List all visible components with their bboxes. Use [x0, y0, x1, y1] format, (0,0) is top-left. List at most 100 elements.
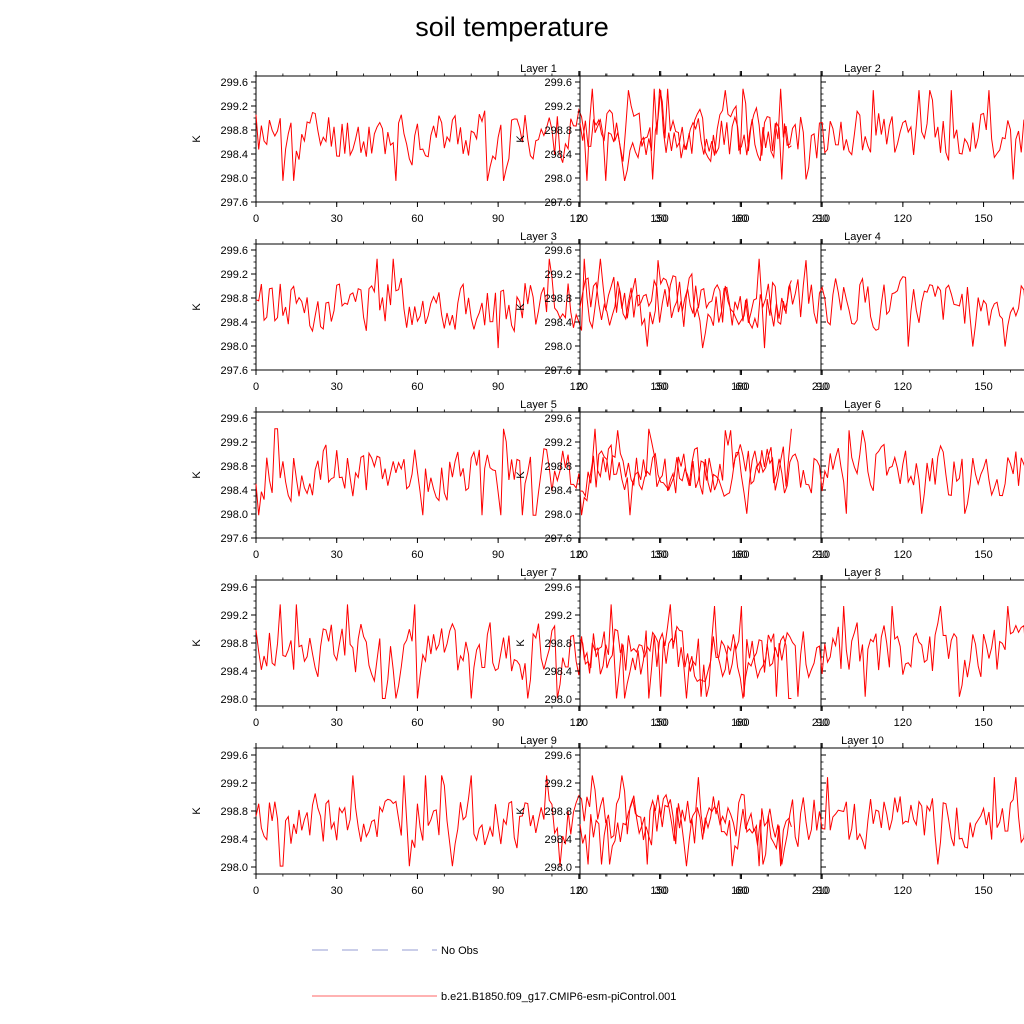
- panel-title: Layer 1: [520, 63, 557, 75]
- x-tick-label: 0: [253, 717, 259, 729]
- x-tick-label: 90: [816, 885, 828, 897]
- y-tick-label: 298.0: [544, 862, 572, 874]
- legend-label-model: b.e21.B1850.f09_g17.CMIP6-esm-piControl.…: [441, 991, 676, 1003]
- series-line: [579, 777, 1024, 865]
- x-tick-label: 30: [655, 717, 667, 729]
- x-tick-label: 90: [492, 549, 504, 561]
- x-tick-label: 60: [411, 885, 423, 897]
- y-tick-label: 299.6: [220, 245, 248, 257]
- panel-layer-9: Layer 9 K 298.0 298.4 298.8 299.2 299.6 0 30 60 90…: [191, 735, 830, 897]
- y-tick-label: 298.0: [544, 341, 572, 353]
- y-tick-label: 297.6: [544, 365, 572, 377]
- y-tick-label: 298.8: [220, 293, 248, 305]
- panel-title: Layer 4: [844, 231, 881, 243]
- x-tick-label: 60: [411, 381, 423, 393]
- x-tick-label: 30: [331, 549, 343, 561]
- x-tick-label: 90: [816, 717, 828, 729]
- y-tick-label: 299.6: [220, 77, 248, 89]
- y-axis-label: K: [515, 303, 527, 311]
- x-tick-label: 120: [894, 213, 912, 225]
- panel-layer-6: Layer 6 K 297.6 298.0 298.4 298.8 299.2 299.6 0 3…: [515, 399, 1024, 561]
- y-tick-label: 297.6: [544, 197, 572, 209]
- y-tick-label: 298.8: [220, 638, 248, 650]
- x-tick-label: 0: [577, 549, 583, 561]
- panel-layer-8: Layer 8 K 298.0 298.4 298.8 299.2 299.6 0 30 60 90…: [515, 567, 1024, 729]
- y-tick-label: 297.6: [544, 533, 572, 545]
- panel-title: Layer 6: [844, 399, 881, 411]
- panel-layer-5: Layer 5 K 297.6 298.0 298.4 298.8 299.2 299.6 0 3…: [191, 399, 830, 561]
- y-tick-label: 299.6: [544, 582, 572, 594]
- x-tick-label: 60: [735, 717, 747, 729]
- x-tick-label: 120: [894, 381, 912, 393]
- y-tick-label: 298.4: [220, 666, 248, 678]
- y-tick-label: 298.8: [220, 461, 248, 473]
- panel-title: Layer 2: [844, 63, 881, 75]
- x-tick-label: 210: [812, 213, 830, 225]
- x-tick-label: 150: [650, 885, 668, 897]
- legend-item-model: b.e21.B1850.f09_g17.CMIP6-esm-piControl.…: [312, 991, 676, 1003]
- x-tick-label: 210: [812, 885, 830, 897]
- x-tick-label: 180: [731, 381, 749, 393]
- x-tick-label: 90: [816, 549, 828, 561]
- plot-frame: [579, 75, 1024, 203]
- y-tick-label: 299.6: [220, 750, 248, 762]
- y-tick-label: 298.8: [544, 293, 572, 305]
- x-tick-label: 120: [570, 213, 588, 225]
- y-tick-label: 299.2: [220, 610, 248, 622]
- y-axis-label: K: [515, 135, 527, 143]
- x-tick-label: 210: [812, 381, 830, 393]
- plot-frame: [579, 411, 1024, 539]
- x-tick-label: 180: [731, 717, 749, 729]
- series-line: [255, 428, 792, 516]
- x-tick-label: 210: [812, 717, 830, 729]
- x-tick-label: 150: [650, 717, 668, 729]
- x-tick-label: 90: [816, 213, 828, 225]
- y-tick-label: 298.0: [220, 862, 248, 874]
- y-tick-label: 298.8: [544, 125, 572, 137]
- x-tick-label: 0: [253, 885, 259, 897]
- panel-layer-3: Layer 3 K 297.6 298.0 298.4 298.8 299.2 299.6 0 3…: [191, 231, 830, 393]
- y-tick-label: 298.4: [544, 317, 572, 329]
- x-tick-label: 90: [492, 885, 504, 897]
- x-tick-label: 90: [492, 381, 504, 393]
- y-axis-label: K: [191, 471, 203, 479]
- y-tick-label: 299.2: [544, 437, 572, 449]
- panel-layer-2: Layer 2 K 297.6 298.0 298.4 298.8 299.2 299.6 0 3…: [515, 63, 1024, 225]
- legend-item-no-obs: No Obs: [312, 945, 479, 957]
- x-tick-label: 0: [577, 885, 583, 897]
- panel-title: Layer 7: [520, 567, 557, 579]
- y-tick-label: 298.4: [544, 666, 572, 678]
- x-tick-label: 30: [655, 381, 667, 393]
- y-tick-label: 299.2: [220, 101, 248, 113]
- x-tick-label: 30: [331, 213, 343, 225]
- y-tick-label: 299.6: [220, 582, 248, 594]
- x-tick-label: 180: [731, 213, 749, 225]
- y-tick-label: 298.4: [544, 485, 572, 497]
- y-tick-label: 298.8: [220, 806, 248, 818]
- y-tick-label: 298.4: [220, 149, 248, 161]
- x-tick-label: 60: [735, 549, 747, 561]
- y-axis-label: K: [191, 135, 203, 143]
- y-tick-label: 298.4: [220, 485, 248, 497]
- x-tick-label: 150: [650, 381, 668, 393]
- y-tick-label: 298.4: [544, 149, 572, 161]
- y-tick-label: 299.2: [544, 778, 572, 790]
- x-tick-label: 120: [894, 549, 912, 561]
- y-tick-label: 298.0: [220, 341, 248, 353]
- x-tick-label: 150: [974, 549, 992, 561]
- y-axis-label: K: [515, 639, 527, 647]
- x-tick-label: 150: [974, 717, 992, 729]
- series-line: [579, 90, 1024, 180]
- y-tick-label: 299.6: [544, 413, 572, 425]
- x-tick-label: 90: [492, 717, 504, 729]
- series-line: [255, 258, 792, 349]
- y-tick-label: 298.8: [220, 125, 248, 137]
- x-tick-label: 30: [331, 717, 343, 729]
- x-tick-label: 30: [655, 549, 667, 561]
- series-line: [579, 430, 1024, 514]
- x-tick-label: 30: [331, 381, 343, 393]
- plot-frame: [255, 75, 822, 203]
- x-tick-label: 180: [731, 885, 749, 897]
- panel-layer-10: Layer 10 K 298.0 298.4 298.8 299.2 299.6 0 30 60 9…: [515, 735, 1024, 897]
